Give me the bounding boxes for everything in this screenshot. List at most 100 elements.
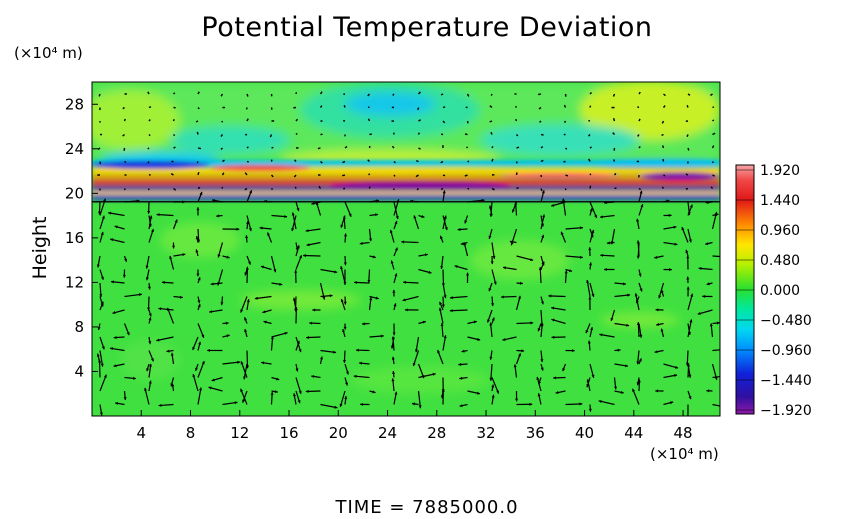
y-tick-label: 20 (65, 184, 84, 202)
velocity-arrow (401, 240, 419, 244)
velocity-arrow (687, 293, 694, 311)
velocity-arrow (317, 147, 321, 150)
x-tick-label: 20 (329, 424, 348, 442)
velocity-arrow (598, 399, 615, 406)
velocity-arrow (560, 231, 567, 243)
velocity-arrow (538, 267, 542, 284)
velocity-arrow (369, 255, 377, 259)
velocity-arrow (222, 360, 241, 365)
velocity-arrow (123, 323, 130, 336)
velocity-arrow (540, 261, 545, 270)
velocity-arrow (222, 321, 229, 325)
velocity-arrow (663, 199, 670, 203)
velocity-arrow (712, 174, 716, 177)
velocity-arrow (342, 174, 346, 177)
velocity-arrow (196, 269, 200, 277)
velocity-arrow (454, 265, 468, 271)
velocity-arrow (294, 159, 297, 162)
velocity-arrow (442, 335, 447, 351)
velocity-arrow (614, 390, 624, 394)
velocity-arrow (516, 146, 520, 149)
velocity-arrow (488, 205, 493, 216)
velocity-arrow (148, 119, 151, 122)
x-axis: 4 8 12 16 20 24 28 32 36 40 44 48 (136, 410, 693, 442)
velocity-arrow (441, 388, 445, 405)
velocity-arrow (589, 208, 593, 216)
velocity-arrow (686, 363, 691, 378)
velocity-arrow (269, 134, 273, 138)
velocity-arrow (393, 273, 398, 284)
velocity-arrow (404, 308, 419, 312)
velocity-arrow (170, 173, 174, 176)
velocity-arrow (195, 363, 199, 372)
velocity-arrow (99, 404, 103, 416)
velocity-arrow (489, 120, 493, 123)
velocity-arrow (614, 348, 621, 352)
velocity-arrow (312, 308, 321, 312)
velocity-arrow (319, 356, 323, 365)
velocity-arrow (291, 215, 297, 232)
velocity-arrow (489, 350, 493, 360)
velocity-arrow (222, 159, 225, 163)
velocity-arrow (295, 363, 299, 372)
velocity-arrow (418, 268, 432, 274)
velocity-arrow (589, 229, 595, 243)
velocity-arrow (99, 269, 104, 280)
velocity-arrow (292, 393, 297, 405)
velocity-arrow (710, 93, 713, 97)
velocity-arrow (124, 293, 142, 298)
velocity-arrow (515, 161, 518, 164)
velocity-arrow (661, 120, 665, 124)
velocity-arrow (588, 158, 591, 162)
velocity-arrow (600, 253, 615, 257)
velocity-arrow (369, 334, 384, 338)
velocity-arrow (551, 201, 566, 207)
velocity-arrow (207, 348, 223, 352)
velocity-arrow (466, 146, 469, 149)
velocity-arrow (222, 227, 240, 231)
velocity-arrow (156, 213, 174, 217)
y-tick-label: 4 (74, 362, 84, 380)
velocity-arrow (663, 174, 666, 177)
velocity-arrow (515, 390, 519, 402)
velocity-arrow (306, 335, 321, 340)
velocity-arrow (339, 390, 346, 408)
velocity-arrow (340, 298, 346, 311)
velocity-arrow (563, 120, 567, 123)
velocity-arrow (489, 363, 493, 381)
y-tick-label: 16 (65, 229, 84, 247)
x-axis-unit: (×10⁴ m) (650, 445, 719, 463)
velocity-arrow (148, 134, 151, 137)
velocity-arrow (173, 187, 177, 191)
velocity-arrow (244, 172, 248, 176)
velocity-arrow (637, 106, 640, 109)
velocity-arrow (319, 91, 323, 95)
velocity-arrow (491, 145, 494, 149)
velocity-arrow (342, 216, 346, 230)
velocity-arrow (305, 389, 321, 393)
colorbar-label: 0.960 (760, 223, 800, 239)
velocity-arrow (502, 336, 517, 342)
velocity-arrow (614, 363, 629, 368)
x-tick-label: 28 (427, 424, 446, 442)
velocity-arrow (393, 174, 396, 177)
velocity-arrow (488, 228, 493, 240)
velocity-arrow (99, 215, 105, 230)
velocity-arrow (440, 323, 444, 338)
velocity-arrow (440, 160, 444, 164)
velocity-arrow (632, 388, 640, 405)
velocity-arrow (271, 390, 278, 394)
velocity-arrow (563, 104, 567, 108)
velocity-arrow (516, 186, 519, 190)
velocity-arrow (663, 241, 678, 246)
velocity-arrow (148, 309, 152, 317)
velocity-arrow (197, 191, 203, 203)
velocity-arrow (99, 198, 106, 216)
velocity-arrow (488, 282, 493, 292)
velocity-arrow (122, 106, 125, 110)
velocity-arrow (588, 134, 591, 137)
velocity-arrow (638, 203, 644, 216)
velocity-arrow (712, 106, 715, 109)
velocity-arrow (442, 120, 446, 124)
velocity-arrow (610, 309, 616, 322)
